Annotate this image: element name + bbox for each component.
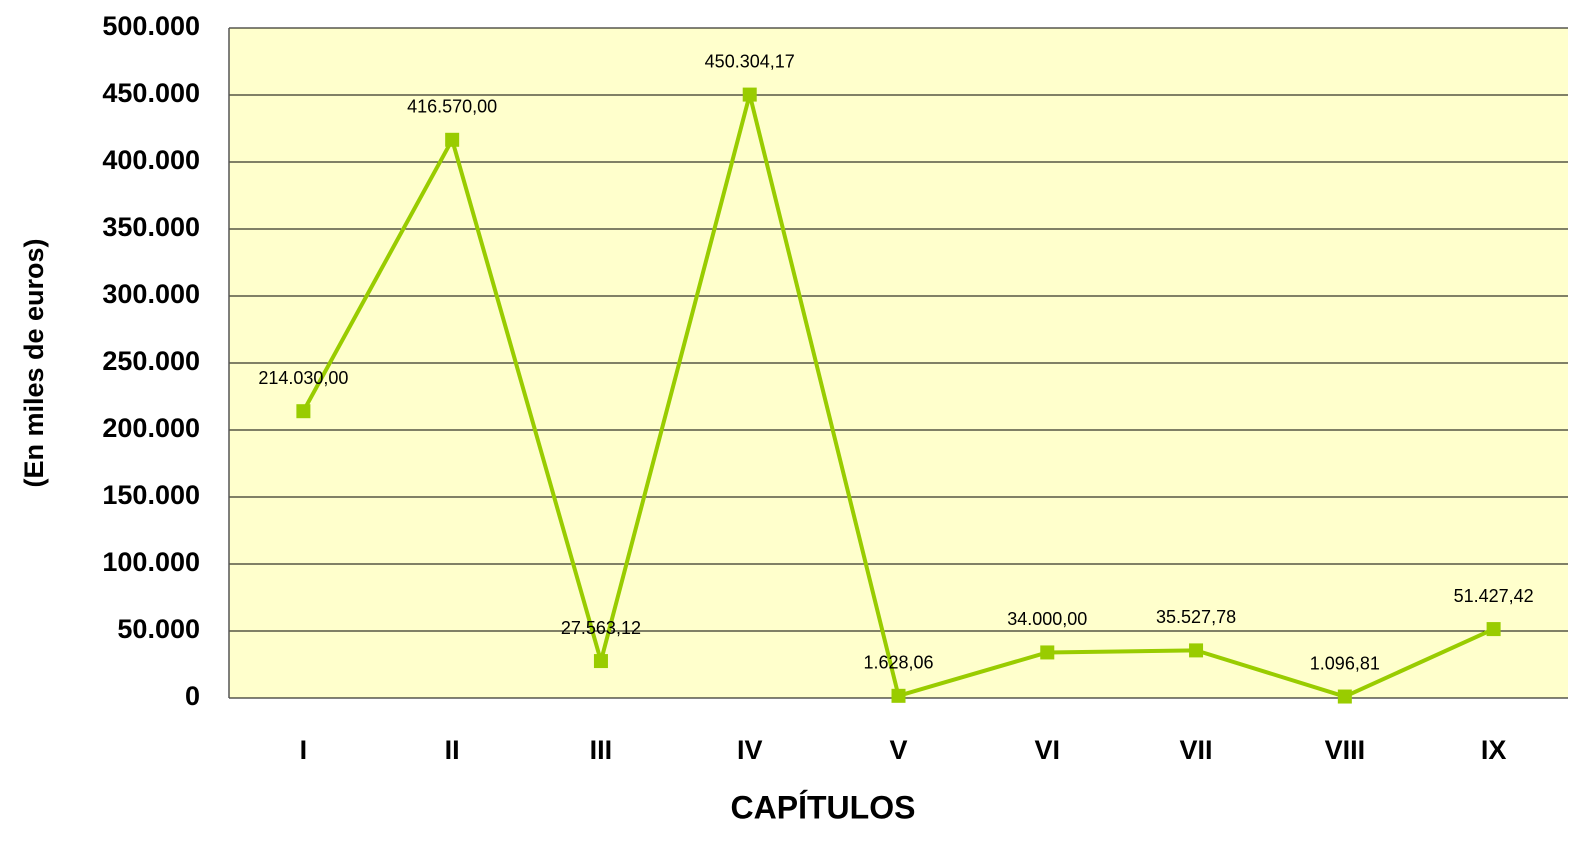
x-tick-label: IV xyxy=(737,735,763,765)
y-tick-label: 150.000 xyxy=(102,480,200,510)
y-tick-label: 300.000 xyxy=(102,279,200,309)
data-label: 35.527,78 xyxy=(1156,607,1236,627)
data-label: 27.563,12 xyxy=(561,618,641,638)
y-tick-label: 350.000 xyxy=(102,212,200,242)
marker xyxy=(1189,643,1204,658)
marker xyxy=(742,87,757,102)
y-tick-label: 0 xyxy=(185,681,200,711)
y-tick-label: 200.000 xyxy=(102,413,200,443)
x-tick-label: V xyxy=(889,735,907,765)
y-tick-label: 500.000 xyxy=(102,11,200,41)
y-tick-label: 100.000 xyxy=(102,547,200,577)
y-tick-label: 400.000 xyxy=(102,145,200,175)
x-axis-title: CAPÍTULOS xyxy=(731,789,916,825)
data-label: 416.570,00 xyxy=(407,97,497,117)
marker xyxy=(891,688,906,703)
data-label: 34.000,00 xyxy=(1007,609,1087,629)
data-label: 1.096,81 xyxy=(1310,653,1380,673)
marker xyxy=(593,654,608,669)
data-label: 450.304,17 xyxy=(705,51,795,71)
x-tick-label: VIII xyxy=(1325,735,1366,765)
x-tick-label: III xyxy=(590,735,613,765)
data-label: 51.427,42 xyxy=(1454,586,1534,606)
y-tick-label: 50.000 xyxy=(117,614,200,644)
y-axis-title: (En miles de euros) xyxy=(19,238,49,487)
x-tick-label: II xyxy=(445,735,460,765)
marker xyxy=(1337,689,1352,704)
marker xyxy=(1040,645,1055,660)
y-tick-label: 250.000 xyxy=(102,346,200,376)
x-tick-label: I xyxy=(300,735,308,765)
marker xyxy=(1486,622,1501,637)
x-tick-label: VII xyxy=(1180,735,1213,765)
data-label: 214.030,00 xyxy=(258,368,348,388)
x-tick-label: IX xyxy=(1481,735,1507,765)
x-tick-label: VI xyxy=(1035,735,1061,765)
marker xyxy=(445,132,460,147)
y-tick-label: 450.000 xyxy=(102,78,200,108)
marker xyxy=(296,404,311,419)
data-label: 1.628,06 xyxy=(863,653,933,673)
